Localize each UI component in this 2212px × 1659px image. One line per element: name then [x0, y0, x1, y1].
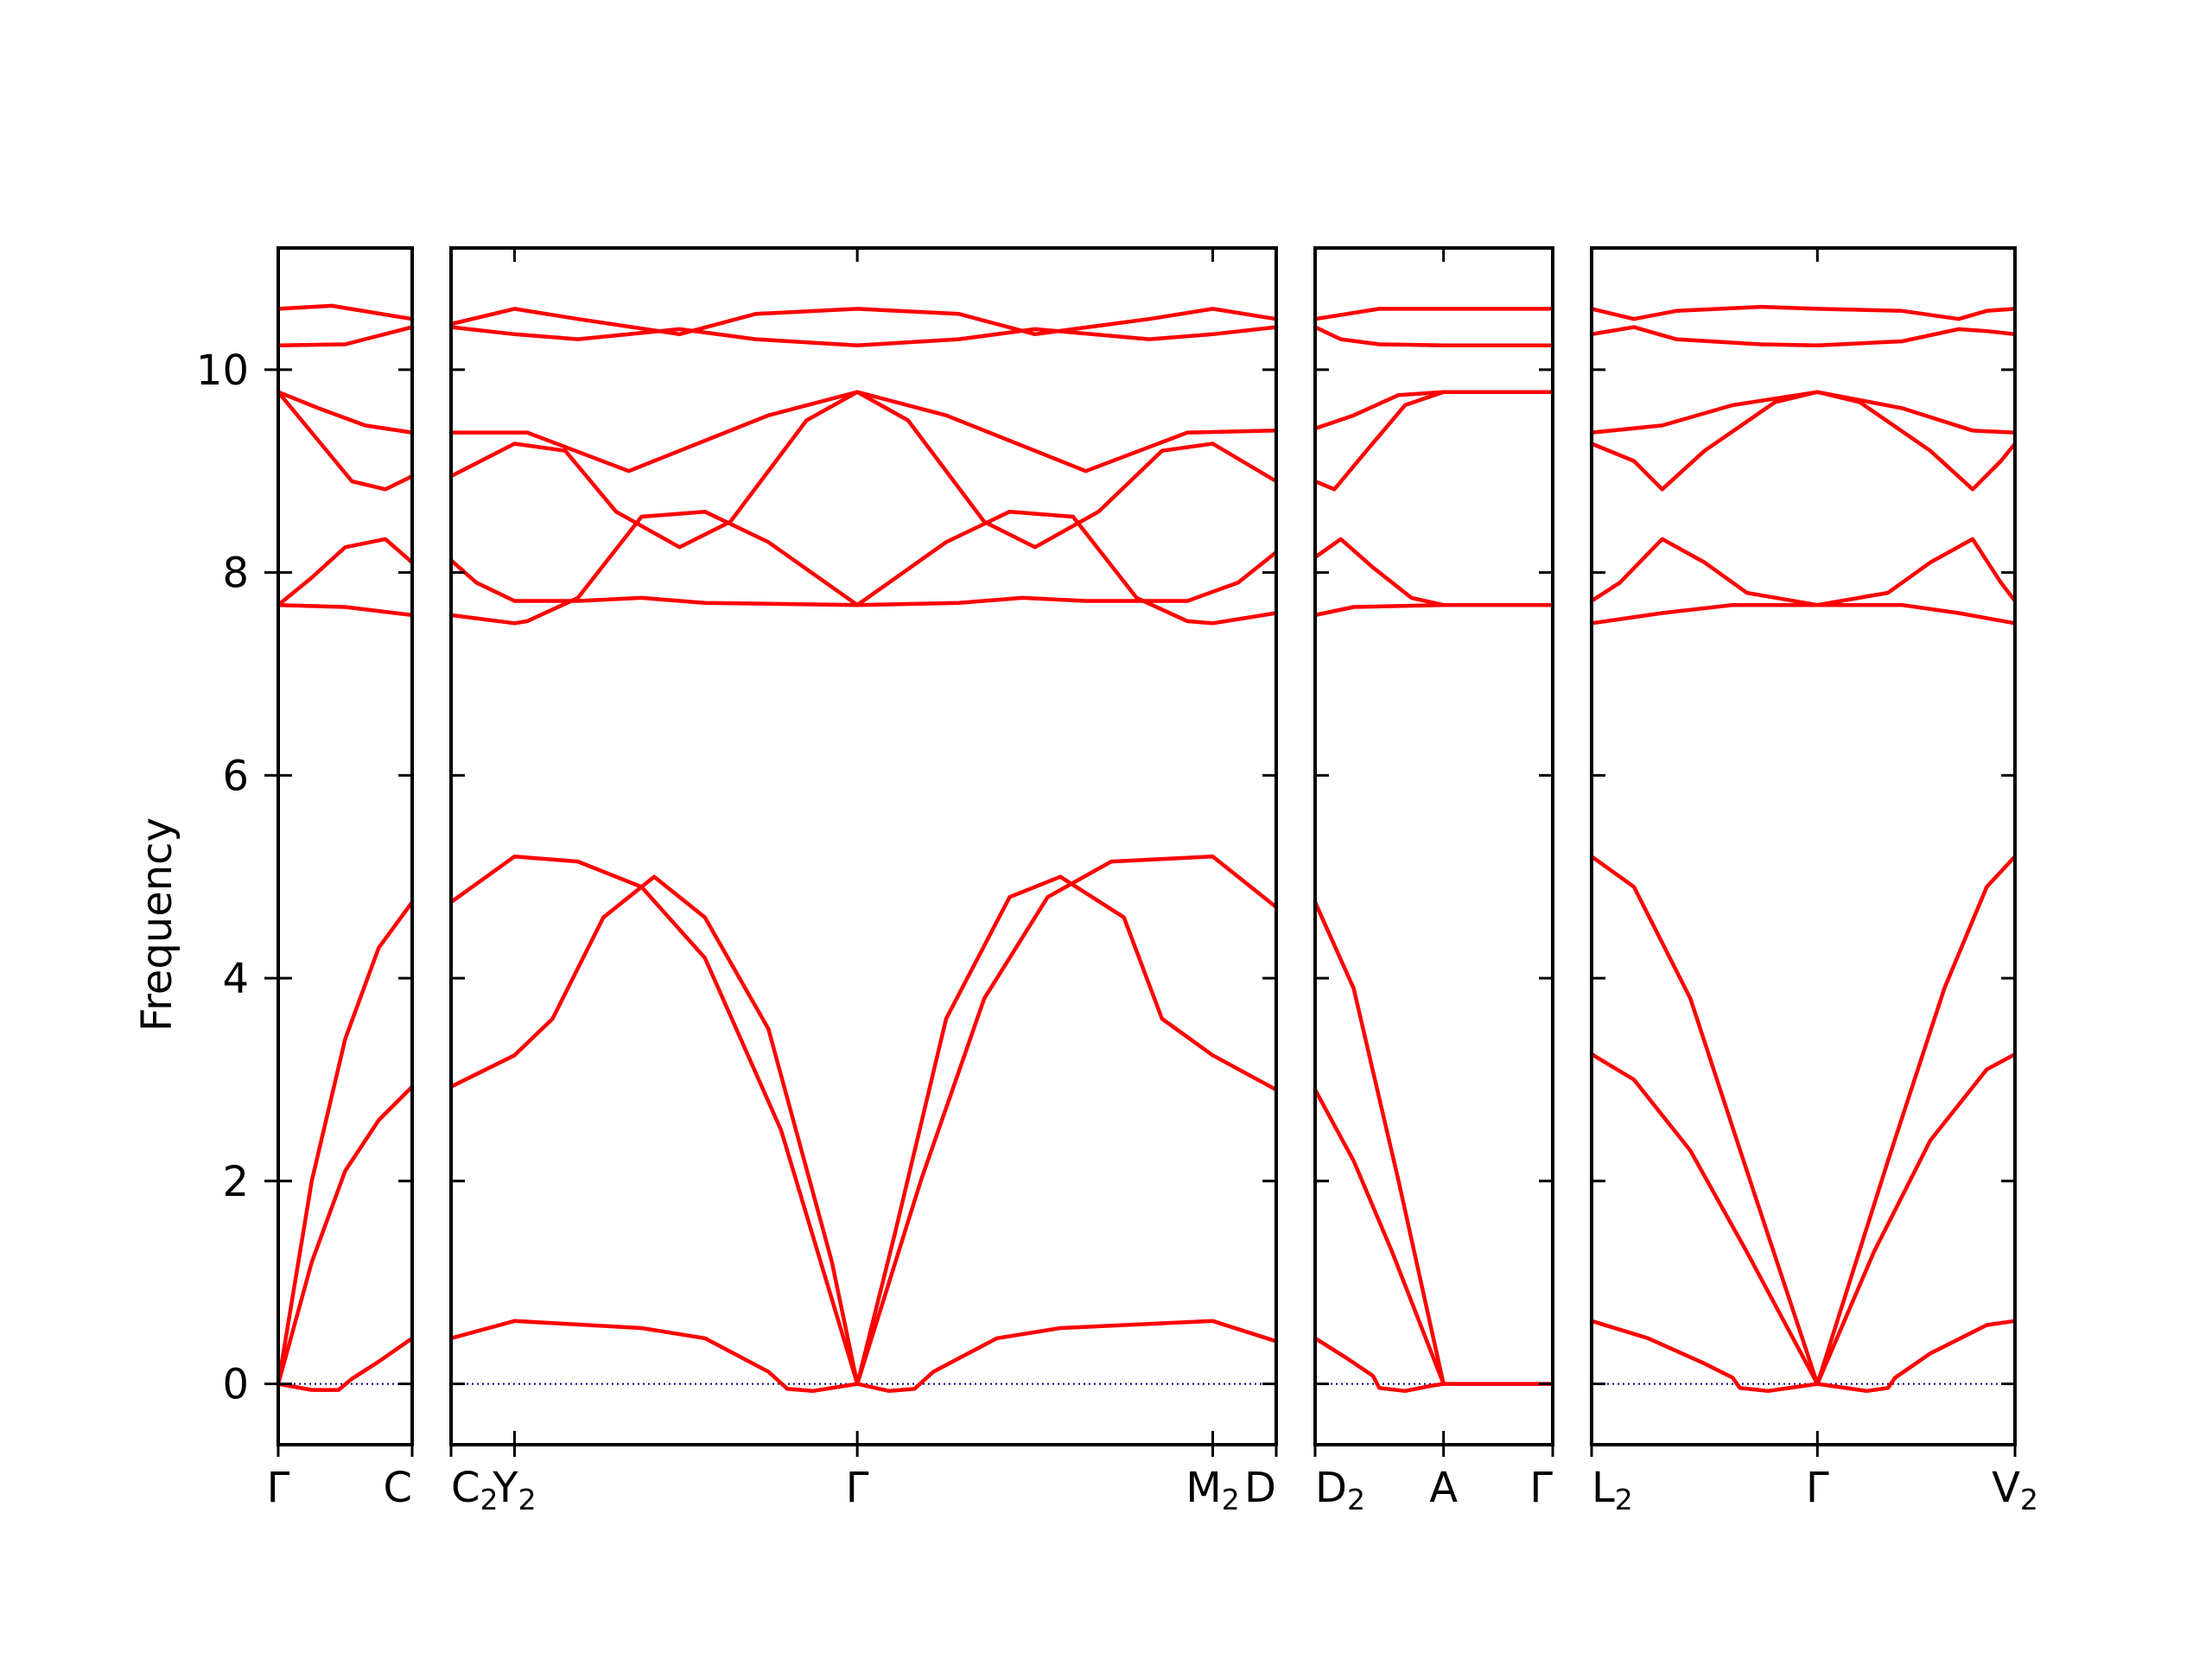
band-7 [448, 390, 1279, 474]
band-4 [276, 602, 415, 618]
y-tick-label: 8 [222, 550, 249, 598]
band-5 [1313, 537, 1555, 607]
band-4 [1589, 602, 2018, 626]
panel-4: L2 Γ V2 [1589, 246, 2038, 1516]
band-5 [448, 550, 1279, 607]
x-tick-label: L2 [1592, 1464, 1633, 1516]
band-8 [1589, 325, 2018, 347]
x-tick-label: V2 [1992, 1464, 2038, 1516]
y-axis-title: Frequency [133, 817, 181, 1032]
band-7 [1589, 390, 2018, 435]
x-tick-label: Γ [267, 1464, 290, 1512]
band-8 [1313, 325, 1555, 347]
band-6 [1313, 390, 1555, 492]
x-tick-label: D [1244, 1464, 1276, 1512]
x-tick-label: Γ [846, 1464, 869, 1512]
x-tick-label: Γ [1806, 1464, 1829, 1512]
band-1 [276, 1336, 415, 1392]
x-tick-label: Y2 [492, 1464, 536, 1516]
band-2 [448, 874, 1279, 1386]
band-2 [1589, 1052, 2018, 1386]
y-tick-label: 2 [222, 1158, 249, 1206]
band-9 [448, 307, 1279, 337]
band-7 [1313, 390, 1555, 431]
band-2 [1313, 1087, 1446, 1386]
band-3 [276, 899, 415, 1386]
band-3 [448, 854, 1279, 1386]
band-6 [1589, 390, 2018, 492]
panel-frame [449, 246, 1278, 1446]
band-9 [1313, 307, 1555, 321]
x-tick-label: A [1429, 1464, 1458, 1512]
panel-frame [1313, 246, 1554, 1446]
x-tick-label: C [383, 1464, 412, 1512]
band-3 [1313, 899, 1446, 1386]
band-9 [1589, 304, 2018, 321]
band-6 [448, 390, 1279, 550]
y-tick-label: 4 [222, 955, 249, 1003]
panel-1: 0 2 4 6 8 10 Γ C [196, 246, 415, 1512]
x-tick-label: M2 [1185, 1464, 1239, 1516]
band-9 [276, 303, 415, 321]
x-tick-label: D2 [1315, 1464, 1365, 1516]
y-tick-label: 0 [222, 1361, 249, 1409]
panel-3: D2 A Γ [1313, 246, 1555, 1516]
band-5 [1589, 537, 2018, 607]
band-2 [276, 1084, 415, 1386]
panel-frame [276, 246, 414, 1446]
band-8 [448, 325, 1279, 347]
y-tick-label: 10 [196, 346, 249, 395]
x-tick-label: C2 [451, 1464, 499, 1516]
band-1 [1313, 1336, 1555, 1394]
band-3 [1589, 854, 2018, 1386]
panel-frame [1590, 246, 2017, 1446]
band-7 [276, 390, 415, 435]
x-tick-label: Γ [1529, 1464, 1553, 1512]
band-6 [276, 390, 415, 492]
band-5 [276, 537, 415, 607]
band-8 [276, 325, 415, 347]
y-tick-label: 6 [222, 752, 249, 800]
